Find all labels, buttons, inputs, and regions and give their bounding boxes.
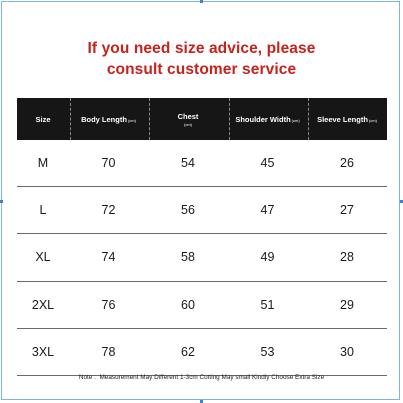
shoulder-width-cell: 49 — [260, 250, 275, 265]
shoulder-width-cell: 51 — [260, 297, 275, 312]
size-advice-title: If you need size advice, please consult … — [0, 38, 403, 80]
body-length-cell: 72 — [101, 203, 116, 218]
table-row: 3XL 78 62 53 30 — [17, 329, 387, 376]
sleeve-length-cell: 29 — [340, 297, 354, 312]
body-length-cell: 78 — [101, 344, 116, 359]
sleeve-length-cell: 30 — [340, 344, 354, 359]
size-cell: XL — [35, 250, 51, 265]
sleeve-length-cell: 27 — [340, 203, 354, 218]
chest-cell: 56 — [181, 203, 195, 218]
title-line-1: If you need size advice, please — [87, 40, 316, 57]
body-length-cell: 70 — [101, 156, 116, 171]
header-sleeve-length: Sleeve Length (cm) — [317, 114, 377, 124]
size-cell: L — [39, 203, 47, 218]
chest-cell: 60 — [181, 297, 195, 312]
sleeve-length-cell: 28 — [340, 250, 354, 265]
bottom-center-resize-handle[interactable] — [200, 400, 203, 403]
size-table-header: Size Body Length (cm) Chest (cm) Shoulde… — [17, 98, 387, 140]
shoulder-width-cell: 53 — [260, 344, 275, 359]
table-row: M 70 54 45 26 — [17, 140, 387, 188]
header-chest: Chest (cm) — [177, 111, 199, 127]
body-length-cell: 76 — [101, 297, 116, 312]
left-center-resize-handle[interactable] — [0, 200, 3, 203]
header-divider — [70, 98, 71, 140]
sleeve-length-cell: 26 — [340, 156, 354, 171]
right-center-resize-handle[interactable] — [400, 200, 403, 203]
chest-cell: 62 — [181, 344, 195, 359]
title-line-2: consult customer service — [106, 61, 297, 78]
chest-cell: 58 — [181, 250, 195, 265]
table-row: XL 74 58 49 28 — [17, 234, 387, 282]
table-row: L 72 56 47 27 — [17, 187, 387, 235]
chest-cell: 54 — [181, 156, 195, 171]
body-length-cell: 74 — [101, 250, 116, 265]
header-divider — [149, 98, 150, 140]
shoulder-width-cell: 45 — [260, 156, 275, 171]
header-shoulder-width: Shoulder Width (cm) — [235, 114, 300, 124]
table-row: 2XL 76 60 51 29 — [17, 282, 387, 329]
size-table-body: M 70 54 45 26 L 72 56 47 27 XL 74 58 49 … — [17, 140, 387, 376]
measurement-note: Note : Measurement May Different 1-3cm C… — [78, 374, 325, 381]
size-cell: 2XL — [31, 297, 55, 312]
size-cell: 3XL — [31, 344, 55, 359]
top-center-resize-handle[interactable] — [200, 0, 203, 3]
shoulder-width-cell: 47 — [260, 203, 275, 218]
size-cell: M — [37, 156, 49, 171]
header-divider — [308, 98, 309, 140]
header-divider — [229, 98, 230, 140]
header-body-length: Body Length (cm) — [81, 114, 136, 124]
header-size: Size — [35, 114, 51, 124]
